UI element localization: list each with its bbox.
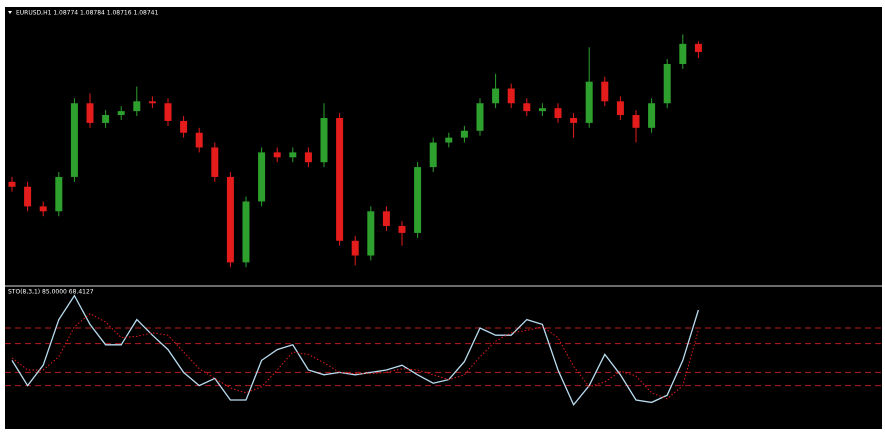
candle-body: [460, 130, 468, 138]
symbol-icon: [8, 11, 12, 14]
candle-body: [133, 101, 141, 112]
candle-body: [180, 120, 188, 133]
candle-body: [663, 63, 671, 104]
candle-body: [336, 118, 344, 241]
candle-body: [429, 142, 437, 168]
candle-body: [585, 81, 593, 123]
candle-body: [679, 43, 687, 64]
candle-body: [226, 176, 234, 263]
main-title: EURUSD,H1 1.08774 1.08784 1.08716 1.0874…: [16, 10, 158, 17]
candle-body: [538, 108, 546, 112]
candle-body: [367, 211, 375, 256]
candle-body: [117, 111, 125, 116]
chart-background: [5, 7, 882, 429]
candle-body: [102, 115, 110, 123]
candle-body: [258, 152, 266, 202]
candle-body: [273, 152, 281, 158]
candle-body: [304, 152, 312, 163]
candle-body: [616, 101, 624, 116]
candle-body: [601, 81, 609, 102]
candle-body: [632, 115, 640, 128]
candle-body: [8, 181, 16, 187]
indicator-title: STO(8,3,1) 85.0000 68.4127: [8, 289, 94, 296]
signal-line: [11, 312, 699, 400]
main-line: [11, 294, 700, 407]
candle-body: [39, 206, 47, 212]
candle-body: [507, 88, 515, 104]
candle-body: [211, 147, 219, 177]
candle-body: [445, 137, 453, 143]
candle-body: [398, 226, 406, 233]
candle-body: [554, 108, 562, 118]
candle-body: [351, 240, 359, 256]
candle-body: [86, 103, 94, 123]
candle-body: [570, 118, 578, 123]
candle-body: [70, 103, 78, 177]
candle-body: [24, 186, 32, 207]
candle-body: [320, 118, 328, 163]
candle-body: [414, 167, 422, 233]
candle-body: [55, 176, 63, 212]
candle-body: [195, 132, 203, 148]
candle-body: [694, 43, 702, 52]
candle-body: [382, 211, 390, 227]
candle-body: [242, 201, 250, 263]
candle-body: [476, 103, 484, 131]
candle-body: [648, 103, 656, 128]
candle-body: [164, 103, 172, 121]
candle-body: [492, 88, 500, 104]
candle-body: [523, 103, 531, 112]
candle-body: [148, 101, 156, 104]
candle-body: [289, 152, 297, 158]
